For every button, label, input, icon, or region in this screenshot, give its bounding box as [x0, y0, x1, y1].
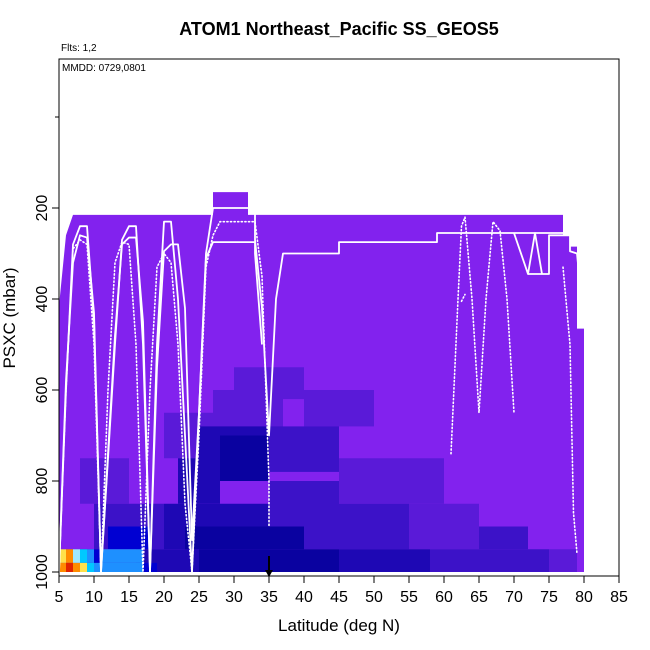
x-tick-label: 20 [155, 589, 173, 606]
plot-frame [58, 58, 620, 577]
x-tick-label: 80 [575, 589, 593, 606]
flight-track-series [562, 266, 578, 555]
flight-track-series [460, 293, 466, 303]
heatmap-cell [80, 549, 87, 563]
heatmap-cell [59, 549, 66, 563]
heatmap-cell [108, 562, 143, 572]
heatmap-cell [87, 549, 94, 563]
heatmap-cell [66, 549, 73, 563]
flight-track-series [450, 216, 515, 455]
heatmap-cell [339, 549, 430, 572]
latitude-marker-layer [265, 556, 273, 577]
heatmap-cell [479, 526, 528, 550]
latitude-marker-arrowhead [265, 570, 273, 577]
plot-area [59, 192, 585, 573]
x-tick-label: 70 [505, 589, 523, 606]
flight-track-series [59, 234, 263, 573]
axis-ticks: 5 10 15 20 25 30 35 40 45 50 55 60 65 70 75 80 85 200 400 6… [34, 116, 628, 606]
x-tick-label: 10 [85, 589, 103, 606]
heatmap-cell [269, 426, 339, 472]
x-tick-label: 15 [120, 589, 138, 606]
x-tick-label: 60 [435, 589, 453, 606]
heatmap-cell [185, 526, 304, 550]
chart-title: ATOM1 Northeast_Pacific SS_GEOS5 [179, 19, 498, 39]
heatmap-cell [304, 390, 374, 427]
x-tick-label: 85 [610, 589, 628, 606]
y-tick-label: 800 [34, 468, 51, 495]
x-tick-label: 35 [260, 589, 278, 606]
y-tick-label: 1000 [34, 554, 51, 590]
y-tick-label: 400 [34, 286, 51, 313]
x-tick-label: 5 [55, 589, 64, 606]
heatmap-cell [80, 562, 87, 572]
x-tick-label: 45 [330, 589, 348, 606]
y-tick-label: 600 [34, 377, 51, 404]
heatmap-cell [94, 549, 101, 563]
heatmap-cell [430, 549, 549, 572]
x-tick-label: 55 [400, 589, 418, 606]
flights-label: Flts: 1,2 [61, 43, 97, 54]
date-label: MMDD: 0729,0801 [62, 63, 146, 74]
heatmap-cell [549, 549, 577, 572]
heatmap-cell [339, 503, 409, 550]
y-axis-label: PSXC (mbar) [0, 267, 19, 368]
x-tick-label: 30 [225, 589, 243, 606]
heatmap-cell [409, 503, 479, 550]
heatmap-cell [87, 562, 94, 572]
heatmap-cell [66, 562, 73, 572]
x-tick-label: 65 [470, 589, 488, 606]
flight-track-series [513, 232, 543, 275]
flight-track-series [59, 220, 270, 573]
heatmap-cell [73, 549, 80, 563]
heatmap-cell [59, 562, 66, 572]
x-axis-label: Latitude (deg N) [278, 616, 400, 635]
x-tick-label: 40 [295, 589, 313, 606]
x-tick-label: 75 [540, 589, 558, 606]
x-tick-label: 50 [365, 589, 383, 606]
y-tick-label: 200 [34, 195, 51, 222]
heatmap-cell [220, 435, 269, 481]
heatmap-cell [101, 549, 143, 563]
heatmap-cell [339, 458, 444, 504]
heatmap-cell [73, 562, 80, 572]
x-tick-label: 25 [190, 589, 208, 606]
heatmap-cell [234, 367, 304, 400]
heatmap-cell [108, 526, 150, 550]
flight-track-series [528, 234, 585, 327]
